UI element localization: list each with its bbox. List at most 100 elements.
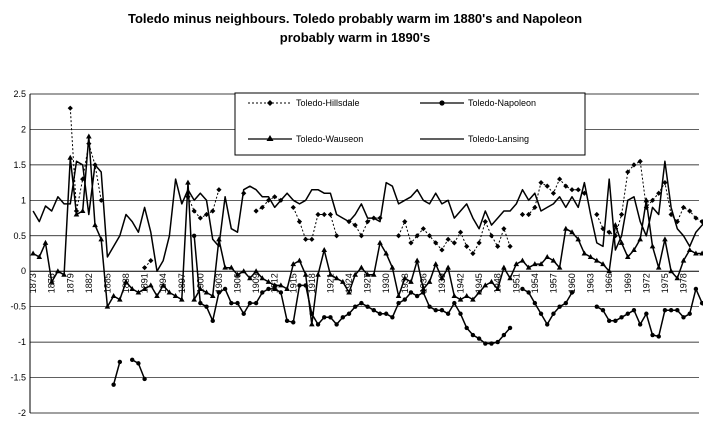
x-tick-label: 1957	[548, 273, 558, 293]
data-point-toledo-wauseon	[79, 207, 86, 213]
data-point-toledo-hillsdale	[67, 105, 73, 111]
data-point-toledo-wauseon	[637, 236, 643, 242]
data-point-toledo-napoleon	[383, 311, 389, 316]
data-point-toledo-wauseon	[686, 246, 693, 252]
data-point-toledo-wauseon	[278, 282, 284, 288]
data-point-toledo-hillsdale	[272, 194, 278, 200]
data-point-toledo-wauseon	[154, 293, 160, 299]
data-point-toledo-hillsdale	[358, 233, 365, 239]
data-point-toledo-wauseon	[426, 278, 433, 284]
data-point-toledo-napoleon	[346, 311, 352, 316]
data-point-toledo-napoleon	[142, 376, 147, 382]
data-point-toledo-wauseon	[439, 275, 445, 281]
data-point-toledo-wauseon	[476, 289, 482, 295]
data-point-toledo-napoleon	[297, 283, 302, 288]
data-point-toledo-wauseon	[401, 275, 408, 281]
data-point-toledo-wauseon	[587, 254, 594, 260]
legend: Toledo-Hillsdale Toledo-Napoleon Toledo-…	[234, 92, 586, 156]
data-point-toledo-hillsdale	[451, 240, 457, 246]
data-point-toledo-napoleon	[260, 290, 265, 295]
data-point-toledo-wauseon	[55, 268, 61, 274]
data-point-toledo-wauseon	[649, 243, 656, 249]
data-point-toledo-wauseon	[556, 264, 563, 270]
data-point-toledo-wauseon	[364, 271, 371, 277]
data-point-toledo-hillsdale	[265, 197, 272, 203]
data-point-toledo-wauseon	[482, 282, 489, 288]
legend-marker-hillsdale	[267, 100, 273, 106]
data-point-toledo-hillsdale	[526, 211, 532, 218]
data-point-toledo-napoleon	[489, 341, 494, 346]
data-point-toledo-hillsdale	[482, 219, 488, 225]
data-point-toledo-hillsdale	[259, 204, 265, 211]
data-point-toledo-napoleon	[278, 290, 284, 295]
data-point-toledo-napoleon	[501, 332, 507, 338]
data-point-toledo-wauseon	[30, 250, 36, 256]
legend-marker-wauseon	[266, 135, 274, 141]
y-tick-label: 1.5	[13, 160, 26, 170]
data-point-toledo-napoleon	[315, 322, 321, 327]
x-tick-label: 1903	[214, 273, 224, 293]
data-point-toledo-hillsdale	[253, 208, 259, 214]
y-tick-label: 1	[21, 195, 26, 205]
data-point-toledo-napoleon	[545, 322, 550, 327]
data-point-toledo-wauseon	[569, 229, 575, 235]
data-point-toledo-napoleon	[408, 290, 414, 295]
data-point-toledo-hillsdale	[618, 211, 625, 218]
data-point-toledo-hillsdale	[649, 197, 656, 203]
data-point-toledo-wauseon	[178, 296, 185, 302]
axes: 2.521.510.50-0.5-1-1.5-21873187618791882…	[10, 89, 688, 418]
data-point-toledo-hillsdale	[191, 208, 197, 214]
data-point-toledo-hillsdale	[687, 208, 693, 214]
data-point-toledo-napoleon	[359, 300, 364, 306]
data-point-toledo-napoleon	[507, 325, 513, 331]
data-point-toledo-wauseon	[408, 278, 414, 284]
x-tick-label: 1882	[84, 273, 94, 293]
data-point-toledo-napoleon	[222, 286, 228, 292]
data-point-toledo-hillsdale	[303, 236, 309, 242]
data-point-toledo-napoleon	[421, 290, 426, 295]
x-tick-label: 1948	[493, 273, 503, 293]
data-point-toledo-hillsdale	[364, 219, 371, 225]
data-point-toledo-hillsdale	[476, 240, 482, 246]
data-point-toledo-napoleon	[551, 311, 556, 316]
data-point-toledo-wauseon	[302, 271, 309, 277]
data-point-toledo-napoleon	[235, 300, 240, 306]
data-point-toledo-hillsdale	[334, 233, 340, 239]
data-point-toledo-hillsdale	[600, 226, 606, 232]
data-point-toledo-napoleon	[247, 300, 253, 306]
x-tick-label: 1975	[660, 273, 670, 293]
data-point-toledo-napoleon	[272, 286, 277, 292]
x-tick-label: 1936	[418, 273, 428, 293]
chart-title-line-2: probably warm in 1890's	[280, 30, 430, 45]
data-point-toledo-napoleon	[693, 286, 699, 292]
data-point-toledo-wauseon	[48, 278, 55, 284]
data-point-toledo-hillsdale	[569, 187, 575, 193]
data-point-toledo-hillsdale	[575, 187, 581, 193]
data-point-toledo-hillsdale	[402, 219, 408, 225]
data-point-toledo-wauseon	[581, 250, 588, 256]
data-point-toledo-wauseon	[494, 285, 501, 291]
data-point-toledo-wauseon	[525, 264, 532, 270]
data-point-toledo-wauseon	[624, 254, 631, 260]
data-point-toledo-wauseon	[352, 271, 359, 277]
data-point-toledo-wauseon	[575, 236, 582, 242]
x-tick-label: 1966	[604, 273, 614, 293]
data-point-toledo-wauseon	[593, 257, 600, 263]
data-point-toledo-hillsdale	[197, 215, 203, 221]
data-point-toledo-hillsdale	[550, 190, 557, 196]
data-point-toledo-hillsdale	[532, 204, 538, 211]
x-tick-label: 1873	[28, 273, 38, 293]
data-point-toledo-hillsdale	[426, 233, 433, 239]
data-point-toledo-hillsdale	[414, 233, 420, 239]
data-point-toledo-napoleon	[495, 339, 500, 345]
data-point-toledo-wauseon	[110, 293, 117, 299]
data-point-toledo-wauseon	[389, 264, 396, 270]
x-tick-label: 1972	[641, 273, 651, 293]
data-point-toledo-wauseon	[463, 293, 470, 299]
x-tick-label: 1930	[381, 273, 391, 293]
data-point-toledo-wauseon	[674, 275, 681, 281]
data-point-toledo-wauseon	[315, 271, 321, 277]
data-point-toledo-hillsdale	[625, 169, 631, 175]
data-point-toledo-wauseon	[228, 264, 235, 270]
data-point-toledo-napoleon	[445, 311, 451, 316]
